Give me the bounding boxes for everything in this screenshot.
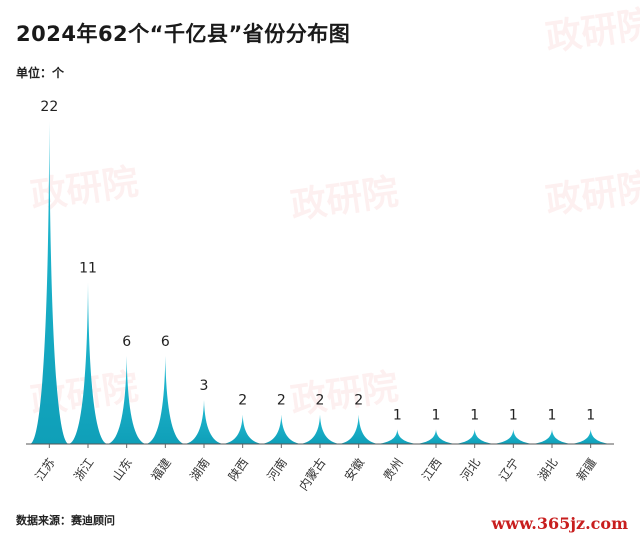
- value-label: 3: [200, 378, 209, 394]
- peak-山东: [107, 355, 146, 444]
- value-label: 1: [470, 407, 479, 423]
- category-label: 江西: [419, 456, 444, 484]
- category-label: 湖北: [534, 455, 560, 483]
- category-label: 新疆: [573, 455, 599, 483]
- peak-内蒙古: [300, 414, 340, 444]
- category-label: 江苏: [33, 456, 58, 484]
- category-label: 安徽: [341, 455, 367, 483]
- value-label: 2: [277, 393, 286, 409]
- value-label: 2: [238, 393, 247, 409]
- category-label: 辽宁: [496, 455, 522, 483]
- value-label: 1: [548, 407, 557, 423]
- peak-辽宁: [494, 429, 533, 444]
- category-label: 贵州: [381, 456, 406, 484]
- value-label: 2: [316, 393, 325, 409]
- category-label: 福建: [148, 455, 174, 483]
- data-source: 数据来源：赛迪顾问: [16, 514, 115, 527]
- peak-安徽: [339, 414, 378, 444]
- unit-label: 单位：个: [16, 66, 65, 80]
- peak-湖北: [532, 429, 572, 444]
- peak-江西: [416, 429, 456, 444]
- peak-河南: [262, 414, 301, 444]
- category-label: 内蒙古: [296, 455, 329, 493]
- value-label: 1: [393, 407, 402, 423]
- category-label: 山东: [110, 456, 135, 484]
- peak-陕西: [223, 414, 262, 444]
- value-label: 2: [354, 393, 363, 409]
- value-label: 22: [40, 99, 58, 115]
- peak-贵州: [378, 429, 417, 444]
- category-label: 湖南: [186, 455, 212, 483]
- peak-福建: [146, 355, 185, 444]
- value-label: 6: [161, 334, 170, 350]
- category-label: 浙江: [71, 456, 96, 484]
- peak-河北: [455, 429, 494, 444]
- value-label: 1: [509, 407, 518, 423]
- peak-浙江: [68, 282, 108, 444]
- value-label: 1: [586, 407, 595, 423]
- peak-湖南: [184, 399, 224, 444]
- chart-title: 2024年62个“千亿县”省份分布图: [16, 22, 351, 46]
- category-label: 河南: [264, 455, 290, 483]
- peak-新疆: [571, 429, 610, 444]
- category-label: 陕西: [225, 455, 251, 483]
- value-label: 6: [122, 334, 131, 350]
- peak-江苏: [30, 121, 69, 444]
- site-watermark: www.365jz.com: [491, 514, 628, 533]
- value-label: 1: [432, 407, 441, 423]
- category-label: 河北: [458, 456, 483, 484]
- value-label: 11: [79, 261, 97, 277]
